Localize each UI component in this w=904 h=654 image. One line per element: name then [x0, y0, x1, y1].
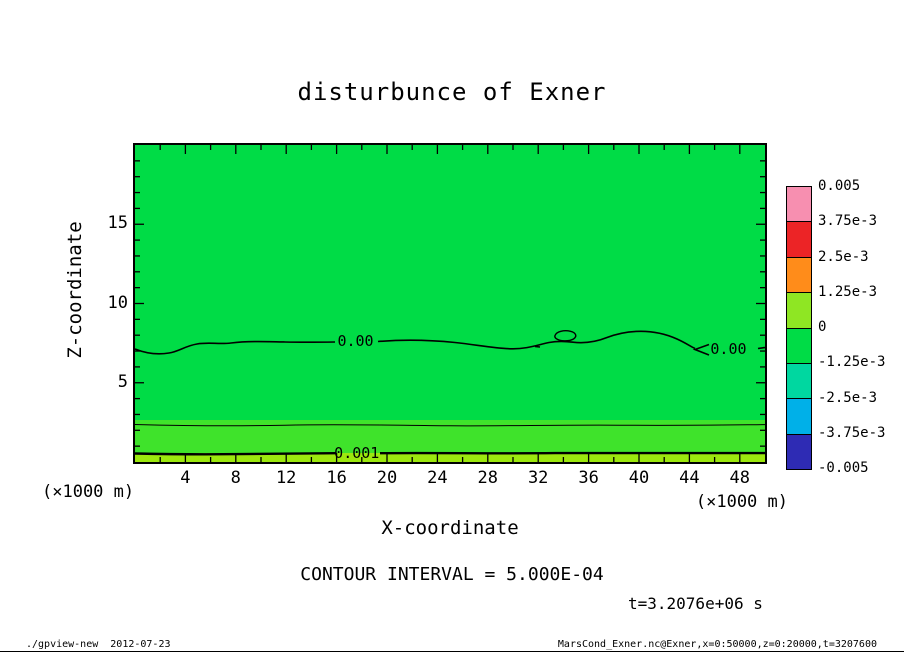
x-tick-label: 36 [578, 468, 599, 488]
colorbar-tick-label: -3.75e-3 [818, 424, 886, 441]
colorbar-segment [787, 187, 811, 223]
y-axis-label: Z-coordinate [64, 221, 86, 359]
colorbar [786, 186, 812, 470]
colorbar-segment [787, 257, 811, 294]
bottom-rule [0, 651, 904, 652]
chart-title: disturbunce of Exner [297, 78, 607, 106]
y-axis-unit: (×1000 m) [42, 482, 135, 502]
y-tick-label: 10 [107, 292, 128, 313]
closed-contour-loop [554, 330, 577, 342]
plot-area: 0.00 0.00 0.001 [133, 143, 767, 464]
colorbar-tick-label: 3.75e-3 [818, 213, 878, 230]
contour-lines [135, 145, 765, 462]
surface-value-band [135, 453, 765, 462]
x-tick-label: 40 [628, 468, 650, 488]
x-tick-label: 20 [376, 468, 398, 488]
y-tick-label: 15 [107, 213, 128, 234]
x-tick-label: 12 [275, 468, 297, 488]
colorbar-segment [787, 363, 811, 400]
x-tick-label: 16 [326, 468, 347, 488]
colorbar-tick-label: -0.005 [818, 460, 869, 476]
zero-contour-edge [757, 346, 765, 350]
colorbar-segment [787, 222, 811, 258]
colorbar-tick-label: 0 [818, 319, 827, 335]
colorbar-segment [787, 434, 811, 469]
y-tick-label: 5 [117, 371, 128, 392]
zero-contour-right [377, 330, 696, 350]
colorbar-tick-label: -1.25e-3 [818, 354, 886, 371]
colorbar-segment [787, 399, 811, 435]
contour-label-zero-right: 0.00 [710, 339, 747, 358]
contour-label-zero: 0.00 [337, 332, 374, 351]
colorbar-tick-label: -2.5e-3 [818, 389, 878, 406]
colorbar-tick-label: 0.005 [818, 178, 861, 194]
x-tick-label: 28 [477, 468, 499, 488]
colorbar-tick-label: 2.5e-3 [818, 248, 869, 265]
footer-right: MarsCond_Exner.nc@Exner,x=0:50000,z=0:20… [557, 639, 877, 650]
colorbar-segment [787, 293, 811, 329]
x-tick-label: 32 [527, 468, 549, 488]
x-tick-label: 44 [679, 468, 700, 488]
contour-fragment [534, 345, 541, 348]
axis-ticks [135, 145, 765, 462]
x-tick-label: 8 [230, 468, 241, 488]
colorbar-tick-label: 1.25e-3 [818, 283, 878, 300]
colorbar-segment [787, 328, 811, 364]
x-tick-label: 48 [729, 468, 751, 488]
contour-interval-label: CONTOUR INTERVAL = 5.000E-04 [300, 564, 604, 585]
contour-label-milli: 0.001 [334, 443, 380, 462]
x-tick-label: 4 [180, 468, 191, 488]
time-label: t=3.2076e+06 s [628, 594, 763, 613]
positive-value-band [135, 420, 765, 453]
zero-contour-left [135, 340, 336, 355]
x-axis-label: X-coordinate [381, 517, 519, 539]
x-tick-label: 24 [427, 468, 448, 488]
x-axis-unit: (×1000 m) [695, 492, 788, 512]
footer-left: ./gpview-new 2012-07-23 [26, 639, 171, 650]
